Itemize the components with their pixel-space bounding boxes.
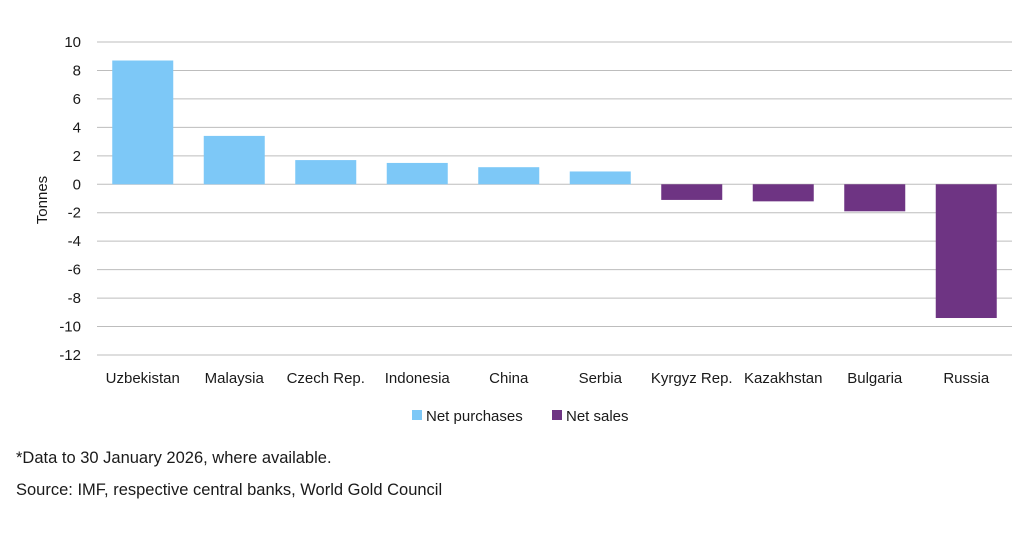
y-axis-label: Tonnes xyxy=(34,176,51,224)
bar-china xyxy=(478,167,540,185)
y-axis-ticks: 10 8 6 4 2 0 -2 -4 -6 -8 -10 -12 xyxy=(59,34,81,364)
category-label: China xyxy=(489,370,529,387)
category-label: Uzbekistan xyxy=(106,370,180,387)
category-label: Serbia xyxy=(579,370,623,387)
y-tick-label: -12 xyxy=(59,347,81,364)
category-label: Czech Rep. xyxy=(287,370,365,387)
y-tick-label: -2 xyxy=(68,205,81,222)
bar-russia xyxy=(935,184,997,319)
y-tick-label: -8 xyxy=(68,290,81,307)
legend: Net purchases Net sales xyxy=(412,408,629,425)
y-tick-label: -6 xyxy=(68,262,81,279)
footnote: *Data to 30 January 2026, where availabl… xyxy=(16,449,332,467)
bar-indonesia xyxy=(386,162,448,185)
legend-swatch-net-purchases xyxy=(412,410,422,420)
bar-bulgaria xyxy=(844,184,906,212)
y-tick-label: 6 xyxy=(73,91,81,108)
bar-kazakhstan xyxy=(752,184,814,202)
x-axis-categories: Uzbekistan Malaysia Czech Rep. Indonesia Chi… xyxy=(106,370,990,387)
legend-label-net-purchases: Net purchases xyxy=(426,408,523,425)
category-label: Kazakhstan xyxy=(744,370,822,387)
bar-serbia xyxy=(569,171,631,185)
bar-czech-rep xyxy=(295,160,357,185)
bar-kyrgyz-rep xyxy=(661,184,723,200)
category-label: Bulgaria xyxy=(847,370,903,387)
y-tick-label: 10 xyxy=(64,34,81,51)
y-tick-label: 4 xyxy=(73,119,81,136)
y-tick-label: 0 xyxy=(73,176,81,193)
y-tick-label: 2 xyxy=(73,148,81,165)
y-tick-label: -4 xyxy=(68,233,81,250)
bar-chart: 10 8 6 4 2 0 -2 -4 -6 -8 -10 -12 Uzbekistan Malaysia… xyxy=(34,34,1012,425)
legend-swatch-net-sales xyxy=(552,410,562,420)
source-note: Source: IMF, respective central banks, W… xyxy=(16,481,443,499)
bar-malaysia xyxy=(203,135,265,185)
category-label: Kyrgyz Rep. xyxy=(651,370,733,387)
category-label: Malaysia xyxy=(205,370,265,387)
bar-uzbekistan xyxy=(112,60,174,185)
y-tick-label: 8 xyxy=(73,62,81,79)
category-label: Indonesia xyxy=(385,370,451,387)
bars xyxy=(112,60,997,319)
y-tick-label: -10 xyxy=(59,319,81,336)
legend-label-net-sales: Net sales xyxy=(566,408,629,425)
category-label: Russia xyxy=(943,370,990,387)
